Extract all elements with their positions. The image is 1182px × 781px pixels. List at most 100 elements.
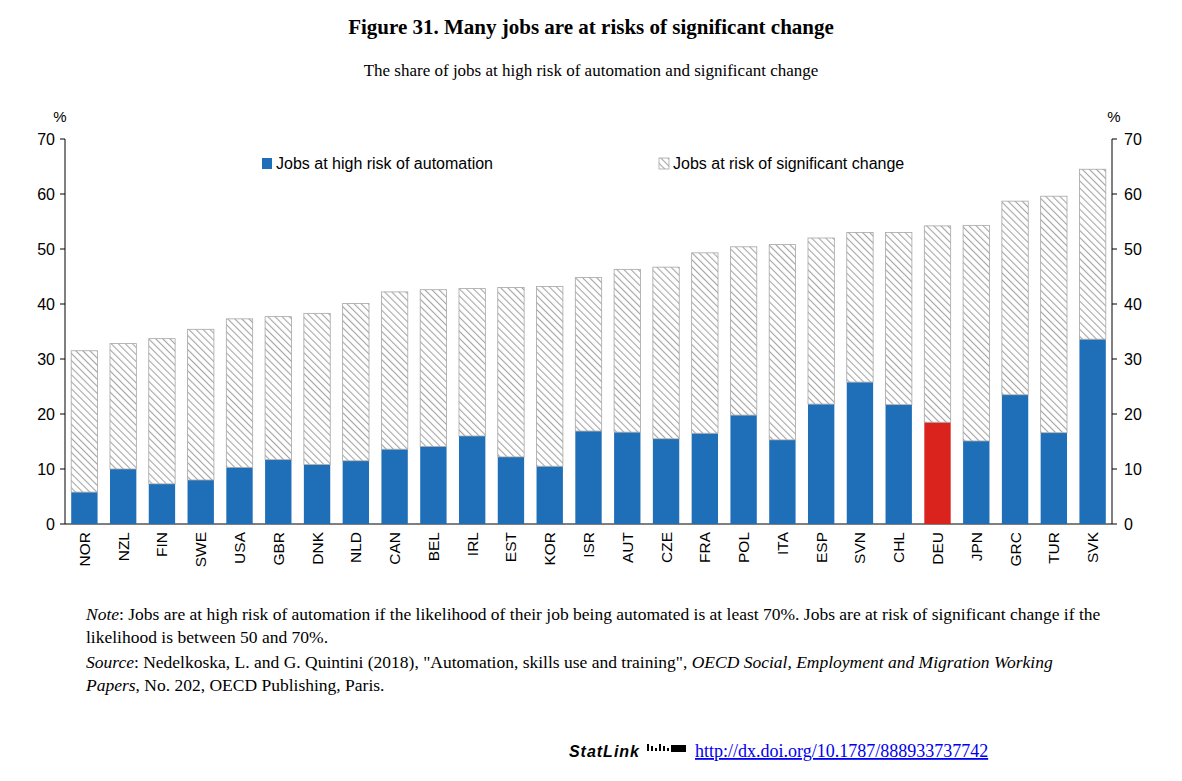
bar-segment: [886, 233, 912, 405]
bar-segment: [575, 278, 601, 431]
bar-segment: [188, 480, 214, 524]
note: Note: Jobs are at high risk of automatio…: [86, 603, 1101, 649]
bar-segment: [575, 431, 601, 524]
tick-left: [60, 304, 65, 305]
bar-segment: [71, 492, 97, 524]
tick-label-right: 40: [1124, 296, 1142, 313]
bar-segment: [71, 351, 97, 492]
tick-label-right: 30: [1124, 351, 1142, 368]
bar-segment: [304, 465, 330, 524]
legend-swatch: [659, 158, 669, 169]
category-label: SVN: [851, 532, 868, 564]
bar-segment: [808, 238, 834, 404]
tick-label-left: 0: [46, 516, 55, 533]
statlink-icon-bar: [667, 748, 669, 751]
statlink: StatLinkhttp://dx.doi.org/10.1787/888933…: [569, 741, 988, 761]
bar-segment: [537, 466, 563, 524]
tick-right: [1112, 469, 1117, 470]
statlink-icon-bar: [647, 744, 649, 751]
tick-right: [1112, 524, 1117, 525]
bar-segment: [808, 404, 834, 524]
statlink-icon-block: [671, 745, 686, 752]
legend: Jobs at high risk of automationJobs at r…: [262, 155, 904, 172]
bar-segment: [1079, 339, 1105, 524]
bar-segment: [498, 288, 524, 457]
bar-segment: [653, 439, 679, 524]
category-label: FRA: [696, 531, 713, 563]
bar-segment: [614, 269, 640, 432]
bar-segment: [110, 344, 136, 469]
axes: 001010202030304040505060607070: [37, 131, 1142, 533]
tick-right: [1112, 304, 1117, 305]
statlink-icon: [648, 744, 686, 752]
legend-label: Jobs at risk of significant change: [673, 155, 904, 172]
bar-segment: [692, 253, 718, 433]
tick-right: [1112, 414, 1117, 415]
category-label: CZE: [658, 532, 675, 563]
note-part: : Jobs are at high risk of automation if…: [86, 604, 1100, 647]
bars: [71, 169, 1106, 524]
tick-right: [1112, 139, 1117, 140]
bar-segment: [924, 226, 950, 422]
subtitle: The share of jobs at high risk of automa…: [364, 61, 819, 80]
statlink-icon-bar: [651, 746, 653, 751]
statlink-icon-bar: [663, 746, 665, 751]
bar-segment: [963, 225, 989, 441]
y-unit-left: %: [53, 108, 66, 125]
bar-segment: [886, 405, 912, 524]
source-part: : Nedelkoska, L. and G. Quintini (2018),…: [134, 652, 692, 672]
bar-segment: [769, 440, 795, 524]
tick-left: [60, 139, 65, 140]
bar-segment: [1079, 169, 1105, 339]
tick-left: [60, 414, 65, 415]
note-part: Note: [86, 604, 119, 624]
axis-right: [1112, 139, 1113, 524]
tick-label-right: 50: [1124, 241, 1142, 258]
legend-swatch: [262, 158, 272, 169]
bar-segment: [730, 415, 756, 524]
tick-label-left: 70: [37, 131, 55, 148]
bar-segment: [459, 436, 485, 524]
bar-segment: [730, 247, 756, 415]
category-label: NOR: [76, 532, 93, 566]
bar-segment: [381, 449, 407, 524]
source-part: Source: [86, 652, 134, 672]
tick-label-right: 10: [1124, 461, 1142, 478]
bar-segment: [614, 432, 640, 524]
category-label: ITA: [774, 531, 791, 555]
category-label: ESP: [813, 532, 830, 563]
statlink-url[interactable]: http://dx.doi.org/10.1787/888933737742: [695, 741, 988, 761]
tick-right: [1112, 359, 1117, 360]
tick-right: [1112, 249, 1117, 250]
category-label: JPN: [968, 532, 985, 561]
bar-segment: [149, 339, 175, 484]
bar-segment: [1041, 433, 1067, 524]
bar-segment: [1002, 395, 1028, 524]
tick-left: [60, 524, 65, 525]
bar-segment: [653, 267, 679, 439]
tick-label-left: 40: [37, 296, 55, 313]
bar-segment: [343, 461, 369, 524]
category-label: IRL: [464, 532, 481, 557]
statlink-icon-bar: [659, 744, 661, 751]
category-label: TUR: [1045, 532, 1062, 564]
bar-segment: [265, 317, 291, 460]
bar-segment: [769, 245, 795, 440]
category-label: KOR: [541, 532, 558, 566]
bar-segment: [692, 433, 718, 524]
category-label: NLD: [347, 532, 364, 563]
category-label: ISR: [580, 532, 597, 558]
category-label: GRC: [1007, 532, 1024, 566]
bar-segment: [420, 446, 446, 524]
tick-right: [1112, 194, 1117, 195]
y-unit-right: %: [1107, 108, 1120, 125]
bar-segment: [847, 382, 873, 524]
bar-segment: [537, 286, 563, 466]
bar-segment: [343, 303, 369, 460]
bar-segment: [498, 457, 524, 524]
bar-segment: [226, 467, 252, 524]
bar-segment: [304, 313, 330, 464]
axis-left: [65, 139, 66, 524]
tick-label-right: 60: [1124, 186, 1142, 203]
bar-segment: [420, 290, 446, 447]
